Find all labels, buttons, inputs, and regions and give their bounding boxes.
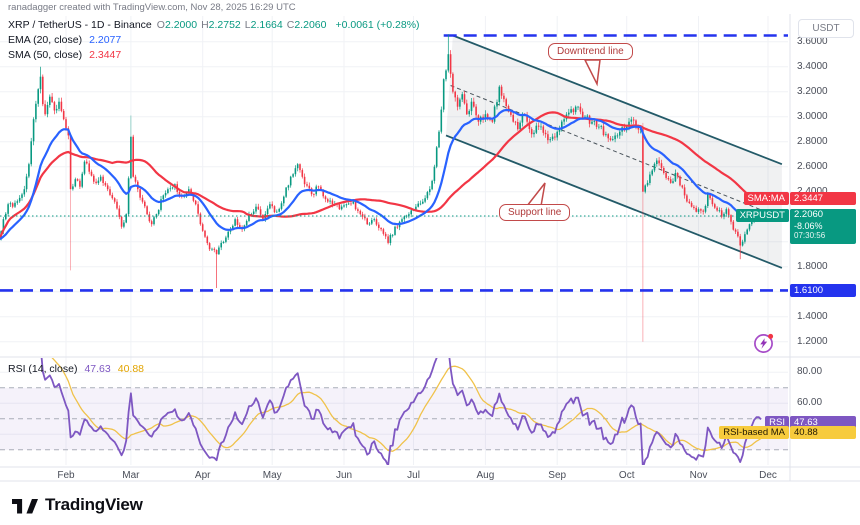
rsi-ma-badge-value: 40.88 (790, 426, 856, 440)
time-axis-label: Jun (335, 470, 353, 481)
price-axis-label: 3.0000 (797, 110, 828, 122)
ema-value: 2.2077 (89, 33, 122, 46)
rsi-badge-value: 47.63 (790, 415, 856, 429)
time-axis-label: Sep (548, 470, 567, 481)
rsi-ma-value: 40.88 (117, 362, 145, 375)
change-value: +0.0061 (+0.28%) (335, 18, 420, 31)
price-axis-label: 2.6000 (797, 160, 828, 172)
sma-value: 2.3447 (89, 48, 122, 61)
price-axis-label: 2.8000 (797, 135, 828, 147)
rsi-label: RSI (14, close) (8, 362, 78, 375)
currency-label: USDT (812, 23, 840, 34)
time-axis-label: Feb (57, 470, 75, 481)
time-axis-label: Nov (689, 470, 708, 481)
attribution-text: ranadagger created with TradingView.com,… (8, 2, 296, 13)
symbol-badge-values: 2.2060 -8.06% 07:30:56 (790, 209, 856, 244)
rsi-axis-label: 60.00 (797, 397, 823, 409)
price-axis-label: 2.4000 (797, 186, 828, 197)
downtrend-line-callout[interactable]: Downtrend line (548, 43, 633, 60)
price-axis-label: 1.8000 (797, 260, 828, 272)
rsi-legend[interactable]: RSI (14, close) 47.63 40.88 (8, 361, 144, 376)
price-axis-label: 1.4000 (797, 310, 828, 322)
symbol-badge-label: XRPUSDT (735, 209, 789, 223)
time-axis-label: Dec (759, 470, 777, 481)
session-change: -8.06% (794, 220, 823, 231)
price-axis-label: 3.6000 (797, 35, 828, 47)
sma-badge-label: SMA:MA (743, 192, 789, 206)
ohlc-pair: L2.1664 (244, 18, 283, 31)
rsi-badge-label: RSI (765, 415, 789, 429)
sma-label: SMA (50, close) (8, 48, 83, 61)
time-axis-label: Aug (476, 470, 495, 481)
rsi-value: 47.63 (84, 362, 111, 375)
time-axis-label: May (262, 470, 282, 481)
ohlc-pair: H2.2752 (201, 18, 241, 31)
tradingview-brand-text: TradingView (45, 495, 143, 514)
rsi-axis-label: 80.00 (797, 366, 823, 378)
price-axis-label: 3.2000 (797, 85, 828, 97)
support-line-callout[interactable]: Support line (499, 204, 571, 221)
tradingview-watermark[interactable]: TradingView (12, 495, 143, 515)
ema-legend-row[interactable]: EMA (20, close) 2.2077 (8, 32, 420, 47)
ohlc-pair: O2.2000 (156, 18, 198, 31)
tradingview-logo-icon (12, 498, 38, 513)
currency-axis-toggle: USDT (798, 19, 854, 38)
time-axis-label: Mar (122, 470, 140, 481)
time-axis-label: Jul (407, 470, 420, 481)
ema-label: EMA (20, close) (8, 33, 83, 46)
sma-legend-row[interactable]: SMA (50, close) 2.3447 (8, 47, 420, 62)
rsi-ma-value-badge: RSI-based MA 40.88 (0, 426, 856, 440)
symbol-price-badge: XRPUSDT 2.2060 -8.06% 07:30:56 (0, 209, 856, 244)
time-axis-label: Apr (194, 470, 211, 481)
ohlc-values: O2.2000 H2.2752 L2.1664 C2.2060 (157, 19, 331, 31)
rsi-value-badge: RSI 47.63 (0, 415, 856, 429)
symbol-title: XRP / TetherUS - 1D - Binance (8, 18, 152, 31)
symbol-legend: XRP / TetherUS - 1D - Binance O2.2000 H2.… (8, 17, 420, 62)
price-axis-label: 3.4000 (797, 60, 828, 72)
sma-price-badge: SMA:MA 2.3447 (0, 192, 856, 206)
symbol-title-row[interactable]: XRP / TetherUS - 1D - Binance O2.2000 H2.… (8, 17, 420, 32)
time-axis-label: Oct (618, 470, 635, 481)
level-badge-value: 1.6100 (790, 283, 856, 297)
last-price: 2.2060 (794, 209, 824, 221)
ohlc-pair: C2.2060 (286, 18, 327, 31)
price-axis-label: 1.2000 (797, 335, 828, 347)
flash-ideas-icon[interactable] (752, 331, 776, 355)
sma-badge-value: 2.3447 (790, 192, 856, 206)
rsi-ma-badge-label: RSI-based MA (719, 426, 789, 440)
horizontal-line-price-badge[interactable]: 1.6100 (0, 283, 856, 297)
bar-countdown: 07:30:56 (794, 231, 826, 241)
